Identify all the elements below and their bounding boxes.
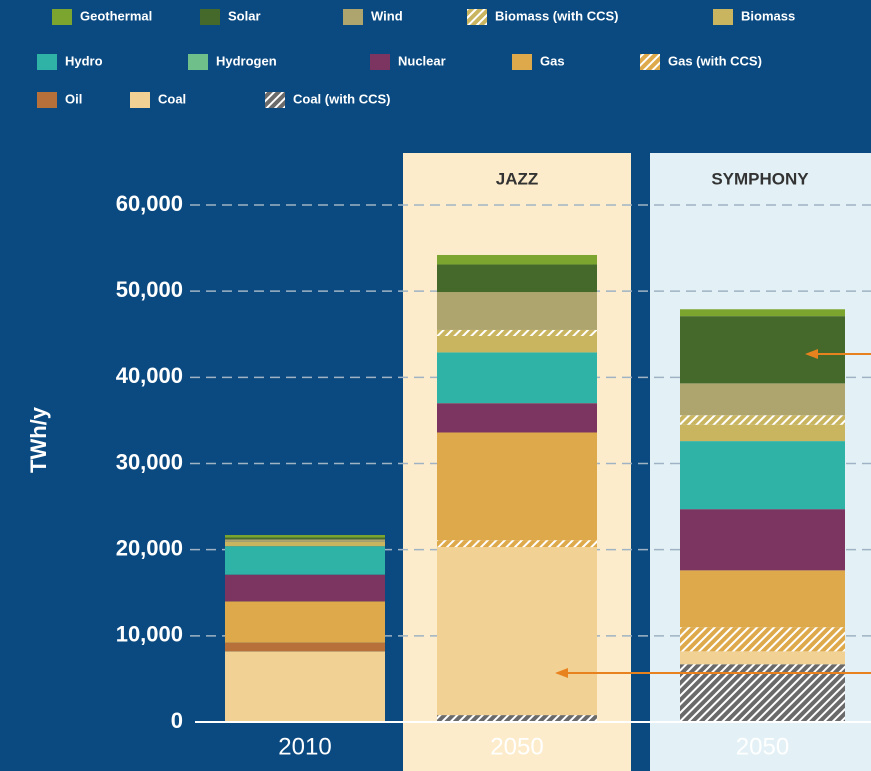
- legend-swatch: [200, 9, 220, 25]
- legend-label: Gas (with CCS): [668, 53, 762, 68]
- bar-segment: [225, 546, 385, 575]
- bar-segment: [680, 509, 845, 571]
- bar-segment: [225, 574, 385, 602]
- legend-label: Gas: [540, 53, 565, 68]
- bar-segment: [680, 441, 845, 510]
- legend-label: Solar: [228, 8, 261, 23]
- legend-label: Nuclear: [398, 53, 446, 68]
- bar-segment: [225, 642, 385, 652]
- legend-swatch: [130, 92, 150, 108]
- y-tick-label: 40,000: [116, 363, 183, 388]
- bar-segment: [437, 329, 597, 336]
- bar-segment: [437, 432, 597, 541]
- bar-segment: [225, 535, 385, 538]
- legend-swatch: [265, 92, 285, 108]
- scenario-label: SYMPHONY: [711, 169, 809, 188]
- bar-segment: [680, 316, 845, 384]
- bar-segment: [437, 715, 597, 722]
- y-tick-label: 60,000: [116, 191, 183, 216]
- bar-segment: [680, 627, 845, 652]
- legend-swatch: [52, 9, 72, 25]
- bar-segment: [437, 352, 597, 404]
- legend-label: Hydrogen: [216, 53, 277, 68]
- legend-swatch: [512, 54, 532, 70]
- arrows: [555, 349, 871, 678]
- legend-swatch: [713, 9, 733, 25]
- legend-label: Coal (with CCS): [293, 91, 391, 106]
- bar-segment: [437, 335, 597, 353]
- bar-segment: [437, 547, 597, 716]
- bar-segment: [680, 651, 845, 665]
- y-tick-label: 0: [171, 708, 183, 733]
- bar-segment: [680, 383, 845, 416]
- bar-segment: [437, 264, 597, 293]
- legend-swatch: [370, 54, 390, 70]
- bar-segment: [680, 309, 845, 317]
- x-tick-label: 2050: [736, 733, 789, 760]
- legend-swatch: [37, 54, 57, 70]
- legend-swatch: [37, 92, 57, 108]
- x-tick-label: 2010: [278, 733, 331, 760]
- bar-segment: [437, 540, 597, 548]
- x-tick-label: 2050: [490, 733, 543, 760]
- legend-swatch: [640, 54, 660, 70]
- legend-label: Oil: [65, 91, 82, 106]
- bar-segment: [225, 601, 385, 643]
- legend-label: Wind: [371, 8, 403, 23]
- y-axis-label: TWh/y: [26, 406, 51, 473]
- legend-label: Biomass: [741, 8, 795, 23]
- legend-label: Geothermal: [80, 8, 152, 23]
- y-tick-label: 50,000: [116, 277, 183, 302]
- bar-segment: [437, 292, 597, 330]
- bar-segment: [680, 415, 845, 425]
- legend-swatch: [188, 54, 208, 70]
- legend-label: Biomass (with CCS): [495, 8, 619, 23]
- scenario-label: JAZZ: [496, 169, 539, 188]
- bar-segment: [225, 537, 385, 540]
- bar-segment: [225, 539, 385, 542]
- bar-segment: [225, 651, 385, 722]
- legend-label: Coal: [158, 91, 186, 106]
- legend-swatch: [343, 9, 363, 25]
- bar-segment: [437, 403, 597, 433]
- y-tick-label: 20,000: [116, 535, 183, 560]
- bar-segment: [680, 424, 845, 442]
- bar-segment: [680, 570, 845, 628]
- legend-swatch: [467, 9, 487, 25]
- legend-label: Hydro: [65, 53, 103, 68]
- bar-segment: [225, 541, 385, 547]
- y-tick-label: 30,000: [116, 449, 183, 474]
- bar-segment: [437, 254, 597, 265]
- y-tick-label: 10,000: [116, 622, 183, 647]
